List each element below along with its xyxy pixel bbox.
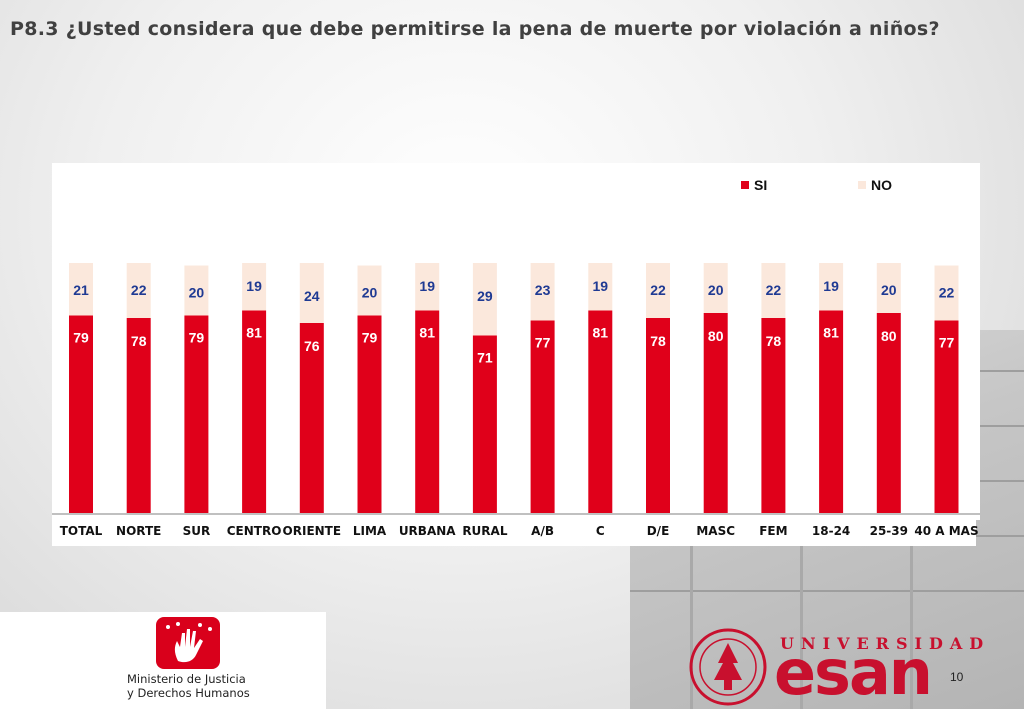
data-label-no: 19 <box>246 278 262 294</box>
data-label-no: 29 <box>477 288 493 304</box>
bar-no <box>703 263 728 313</box>
data-label-si: 80 <box>708 328 724 344</box>
data-label-no: 19 <box>419 278 435 294</box>
x-tick-label: RURAL <box>462 524 508 538</box>
bar-si <box>299 323 324 513</box>
x-tick-label: SUR <box>183 524 211 538</box>
bar-si <box>69 315 93 513</box>
x-tick-label: CENTRO <box>227 524 282 538</box>
x-tick-label: A/B <box>531 524 554 538</box>
x-tick-label: LIMA <box>353 524 387 538</box>
data-label-si: 76 <box>304 338 320 354</box>
bar-no <box>530 263 555 321</box>
esan-seal-icon <box>689 628 767 706</box>
university-label: UNIVERSIDAD <box>780 634 991 653</box>
bar-si <box>530 320 555 513</box>
bar-no <box>299 263 324 323</box>
data-label-si: 81 <box>823 325 839 341</box>
bar-si <box>819 310 844 513</box>
data-label-si: 81 <box>419 325 435 341</box>
data-label-no: 19 <box>593 278 609 294</box>
bar-no <box>472 263 497 336</box>
bar-si <box>761 318 786 513</box>
x-tick-label: 18-24 <box>812 524 850 538</box>
data-label-no: 21 <box>73 282 89 298</box>
data-label-no: 22 <box>766 282 782 298</box>
bar-si <box>357 315 382 513</box>
bar-si <box>472 335 497 513</box>
bar-no <box>242 263 267 311</box>
data-label-no: 19 <box>823 278 839 294</box>
data-label-no: 20 <box>708 282 724 298</box>
bar-si <box>646 318 670 513</box>
data-label-si: 77 <box>535 335 551 351</box>
data-label-no: 23 <box>535 282 551 298</box>
bar-si <box>415 310 440 513</box>
data-label-si: 78 <box>650 333 666 349</box>
data-label-si: 78 <box>766 333 782 349</box>
x-tick-label: TOTAL <box>60 524 103 538</box>
bar-no <box>819 263 844 311</box>
bar-no <box>69 263 93 316</box>
x-tick-label: D/E <box>647 524 670 538</box>
bar-si <box>588 310 613 513</box>
data-label-no: 22 <box>939 285 955 301</box>
ministry-line-2: y Derechos Humanos <box>127 686 250 700</box>
esan-wordmark: esan <box>774 636 933 709</box>
ministry-hand-logo-icon <box>156 617 220 669</box>
ministry-line-1: Ministerio de Justicia <box>127 672 246 686</box>
bar-no <box>761 263 786 318</box>
data-label-no: 22 <box>650 282 666 298</box>
bar-si <box>876 313 901 513</box>
data-label-si: 77 <box>939 335 955 351</box>
data-label-si: 71 <box>477 350 493 366</box>
bar-no <box>646 263 670 318</box>
legend-swatch-no <box>858 181 866 189</box>
bar-si <box>242 310 267 513</box>
legend-swatch-si <box>741 181 749 189</box>
data-label-no: 20 <box>189 285 205 301</box>
x-tick-label: 25-39 <box>870 524 908 538</box>
bar-si <box>126 318 151 513</box>
bar-si <box>703 313 728 513</box>
slide-title: P8.3 ¿Usted considera que debe permitirs… <box>10 18 940 40</box>
x-tick-label: MASC <box>696 524 735 538</box>
bar-no <box>876 263 901 313</box>
x-tick-label: ORIENTE <box>283 524 342 538</box>
x-tick-label: FEM <box>759 524 787 538</box>
data-label-si: 80 <box>881 328 897 344</box>
data-label-no: 22 <box>131 282 147 298</box>
bar-no <box>934 265 959 321</box>
legend-label-no: NO <box>871 177 892 193</box>
data-label-no: 20 <box>362 285 378 301</box>
bar-no <box>184 265 209 316</box>
data-label-si: 81 <box>246 325 262 341</box>
data-label-si: 81 <box>593 325 609 341</box>
data-label-no: 20 <box>881 282 897 298</box>
bar-no <box>415 263 440 311</box>
bar-si <box>934 320 959 513</box>
bar-si <box>184 315 209 513</box>
data-label-si: 79 <box>73 330 89 346</box>
x-tick-label: C <box>596 524 605 538</box>
data-label-no: 24 <box>304 288 320 304</box>
bar-no <box>357 265 382 316</box>
data-label-si: 79 <box>189 330 205 346</box>
x-tick-label: URBANA <box>399 524 456 538</box>
bar-no <box>588 263 613 311</box>
data-label-si: 79 <box>362 330 378 346</box>
legend-label-si: SI <box>754 177 767 193</box>
page-number: 10 <box>950 670 964 684</box>
bar-no <box>126 263 151 318</box>
ministry-name: Ministerio de Justicia y Derechos Humano… <box>127 672 317 700</box>
x-tick-label: 40 A MAS <box>914 524 978 538</box>
x-tick-label: NORTE <box>116 524 161 538</box>
data-label-si: 78 <box>131 333 147 349</box>
